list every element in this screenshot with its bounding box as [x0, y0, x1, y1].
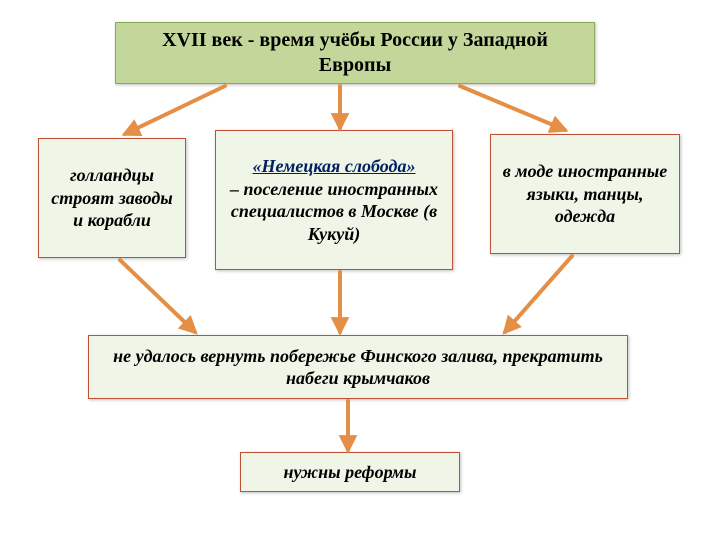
- node-middle-label: «Немецкая слобода» – поселение иностранн…: [226, 155, 442, 245]
- node-top-label: XVII век - время учёбы России у Западной…: [126, 28, 584, 78]
- node-wide-label: не удалось вернуть побережье Финского за…: [99, 345, 617, 390]
- node-bottom: нужны реформы: [240, 452, 460, 492]
- node-right-label: в моде иностранные языки, танцы, одежда: [501, 160, 669, 228]
- node-bottom-label: нужны реформы: [283, 461, 416, 484]
- node-left: голландцы строят заводы и корабли: [38, 138, 186, 258]
- node-right: в моде иностранные языки, танцы, одежда: [490, 134, 680, 254]
- node-top-title: XVII век - время учёбы России у Западной…: [115, 22, 595, 84]
- node-middle: «Немецкая слобода» – поселение иностранн…: [215, 130, 453, 270]
- node-wide: не удалось вернуть побережье Финского за…: [88, 335, 628, 399]
- node-left-label: голландцы строят заводы и корабли: [49, 164, 175, 232]
- flowchart-stage: XVII век - время учёбы России у Западной…: [0, 0, 720, 540]
